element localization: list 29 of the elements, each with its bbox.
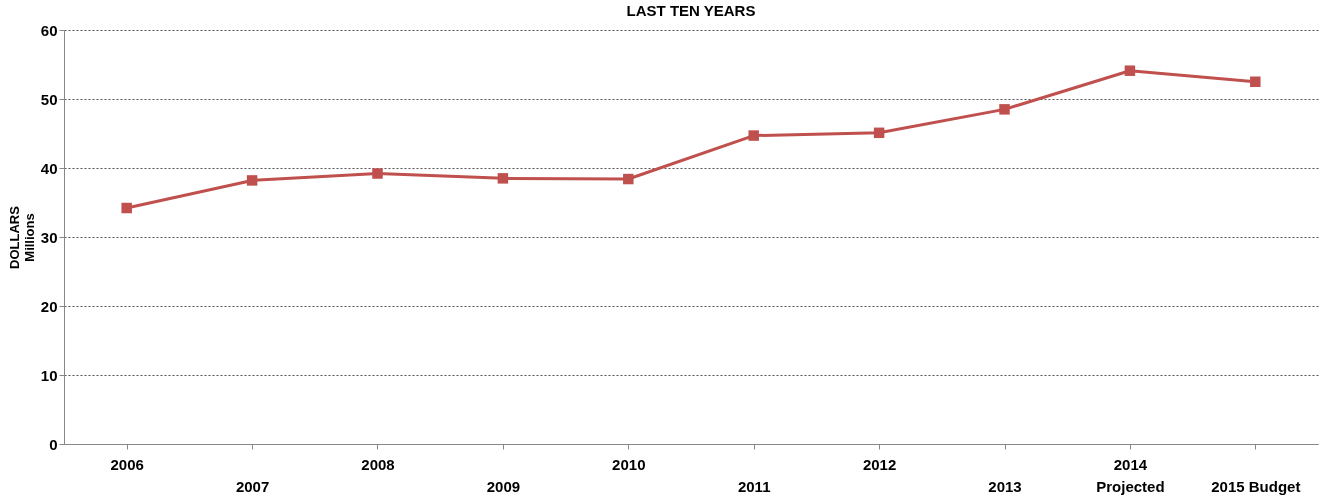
x-tick-label: 2006 [110,455,144,473]
x-tick-label: 2011 [737,477,771,495]
point [748,130,759,141]
y-axis-title: DOLLARS Millions [6,205,37,269]
x-tick-label: 2008 [361,455,395,473]
y-tick-label: 50 [40,90,58,108]
y-tick-label: 60 [40,21,58,39]
chart-title: LAST TEN YEARS [626,2,756,19]
point [999,104,1010,115]
x-tick-label: 2014 Projected [1096,455,1165,495]
y-tick-label: 40 [40,159,58,177]
x-tick-label: 2007 [235,477,270,495]
x-tick-label: 2009 [486,477,521,495]
point [1124,65,1136,76]
x-tick-label: 2012 [862,455,897,473]
y-tick-label: 10 [40,366,58,384]
x-tick-label: 2013 [988,477,1022,495]
point [121,202,132,214]
x-tick-label: 2015 Budget [1211,477,1301,495]
point [623,173,634,185]
y-tick-label: 20 [40,297,58,315]
x-tick-label: 2010 [612,455,646,473]
point [873,127,885,139]
y-tick-label: 30 [40,228,58,246]
point [497,173,509,184]
point [372,168,383,179]
point [1250,76,1261,87]
point [246,175,258,186]
y-tick-label: 0 [49,435,58,453]
